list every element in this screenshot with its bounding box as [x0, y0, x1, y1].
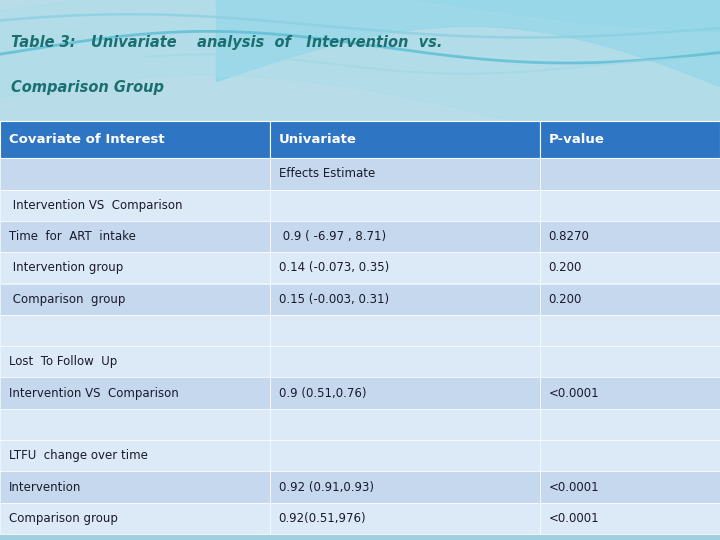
Text: Intervention VS  Comparison: Intervention VS Comparison	[9, 199, 182, 212]
Bar	[0, 252, 270, 284]
Bar	[270, 122, 540, 158]
Bar	[0, 190, 270, 221]
Bar	[0, 377, 270, 409]
Bar	[270, 471, 540, 503]
Bar	[0, 471, 270, 503]
Bar	[540, 440, 720, 471]
Bar	[0, 440, 270, 471]
Text: 0.92 (0.91,0.93): 0.92 (0.91,0.93)	[279, 481, 374, 494]
Bar	[540, 284, 720, 315]
Bar	[540, 315, 720, 346]
Bar	[270, 440, 540, 471]
Text: 0.15 (-0.003, 0.31): 0.15 (-0.003, 0.31)	[279, 293, 389, 306]
Text: LTFU  change over time: LTFU change over time	[9, 449, 148, 462]
Text: Intervention VS  Comparison: Intervention VS Comparison	[9, 387, 179, 400]
Bar	[270, 409, 540, 440]
Bar	[270, 190, 540, 221]
Bar	[270, 377, 540, 409]
Text: Effects Estimate: Effects Estimate	[279, 167, 375, 180]
Bar	[0, 503, 270, 534]
Bar	[540, 409, 720, 440]
Bar	[270, 158, 540, 190]
Text: Intervention group: Intervention group	[9, 261, 123, 274]
Bar	[270, 284, 540, 315]
Bar	[0, 346, 270, 377]
Text: Lost  To Follow  Up: Lost To Follow Up	[9, 355, 117, 368]
Text: <0.0001: <0.0001	[549, 481, 599, 494]
Text: Time  for  ART  intake: Time for ART intake	[9, 230, 135, 243]
Text: 0.200: 0.200	[549, 261, 582, 274]
Bar	[540, 252, 720, 284]
Bar	[0, 284, 270, 315]
Text: <0.0001: <0.0001	[549, 512, 599, 525]
Text: 0.8270: 0.8270	[549, 230, 590, 243]
Bar	[540, 221, 720, 252]
Text: Comparison Group: Comparison Group	[11, 80, 164, 95]
Text: 0.9 (0.51,0.76): 0.9 (0.51,0.76)	[279, 387, 366, 400]
Text: Comparison group: Comparison group	[9, 512, 117, 525]
Bar	[540, 190, 720, 221]
Bar	[270, 346, 540, 377]
Bar	[540, 503, 720, 534]
Text: 0.200: 0.200	[549, 293, 582, 306]
Bar	[540, 377, 720, 409]
Bar	[540, 471, 720, 503]
Text: 0.9 ( -6.97 , 8.71): 0.9 ( -6.97 , 8.71)	[279, 230, 386, 243]
Bar	[540, 122, 720, 158]
Bar	[0, 221, 270, 252]
Bar	[540, 158, 720, 190]
Bar	[270, 252, 540, 284]
Text: Table 3:   Univariate    analysis  of   Intervention  vs.: Table 3: Univariate analysis of Interven…	[11, 35, 442, 50]
Bar	[270, 315, 540, 346]
Bar	[270, 503, 540, 534]
Bar	[270, 221, 540, 252]
Bar	[0, 0, 720, 122]
Text: Covariate of Interest: Covariate of Interest	[9, 133, 164, 146]
Bar	[540, 346, 720, 377]
Bar	[0, 409, 270, 440]
Bar	[0, 122, 270, 158]
Text: Intervention: Intervention	[9, 481, 81, 494]
Bar	[0, 315, 270, 346]
Text: <0.0001: <0.0001	[549, 387, 599, 400]
Text: Univariate: Univariate	[279, 133, 356, 146]
Text: 0.14 (-0.073, 0.35): 0.14 (-0.073, 0.35)	[279, 261, 389, 274]
Text: P-value: P-value	[549, 133, 605, 146]
Text: Comparison  group: Comparison group	[9, 293, 125, 306]
Bar	[0, 158, 270, 190]
Text: 0.92(0.51,976): 0.92(0.51,976)	[279, 512, 366, 525]
